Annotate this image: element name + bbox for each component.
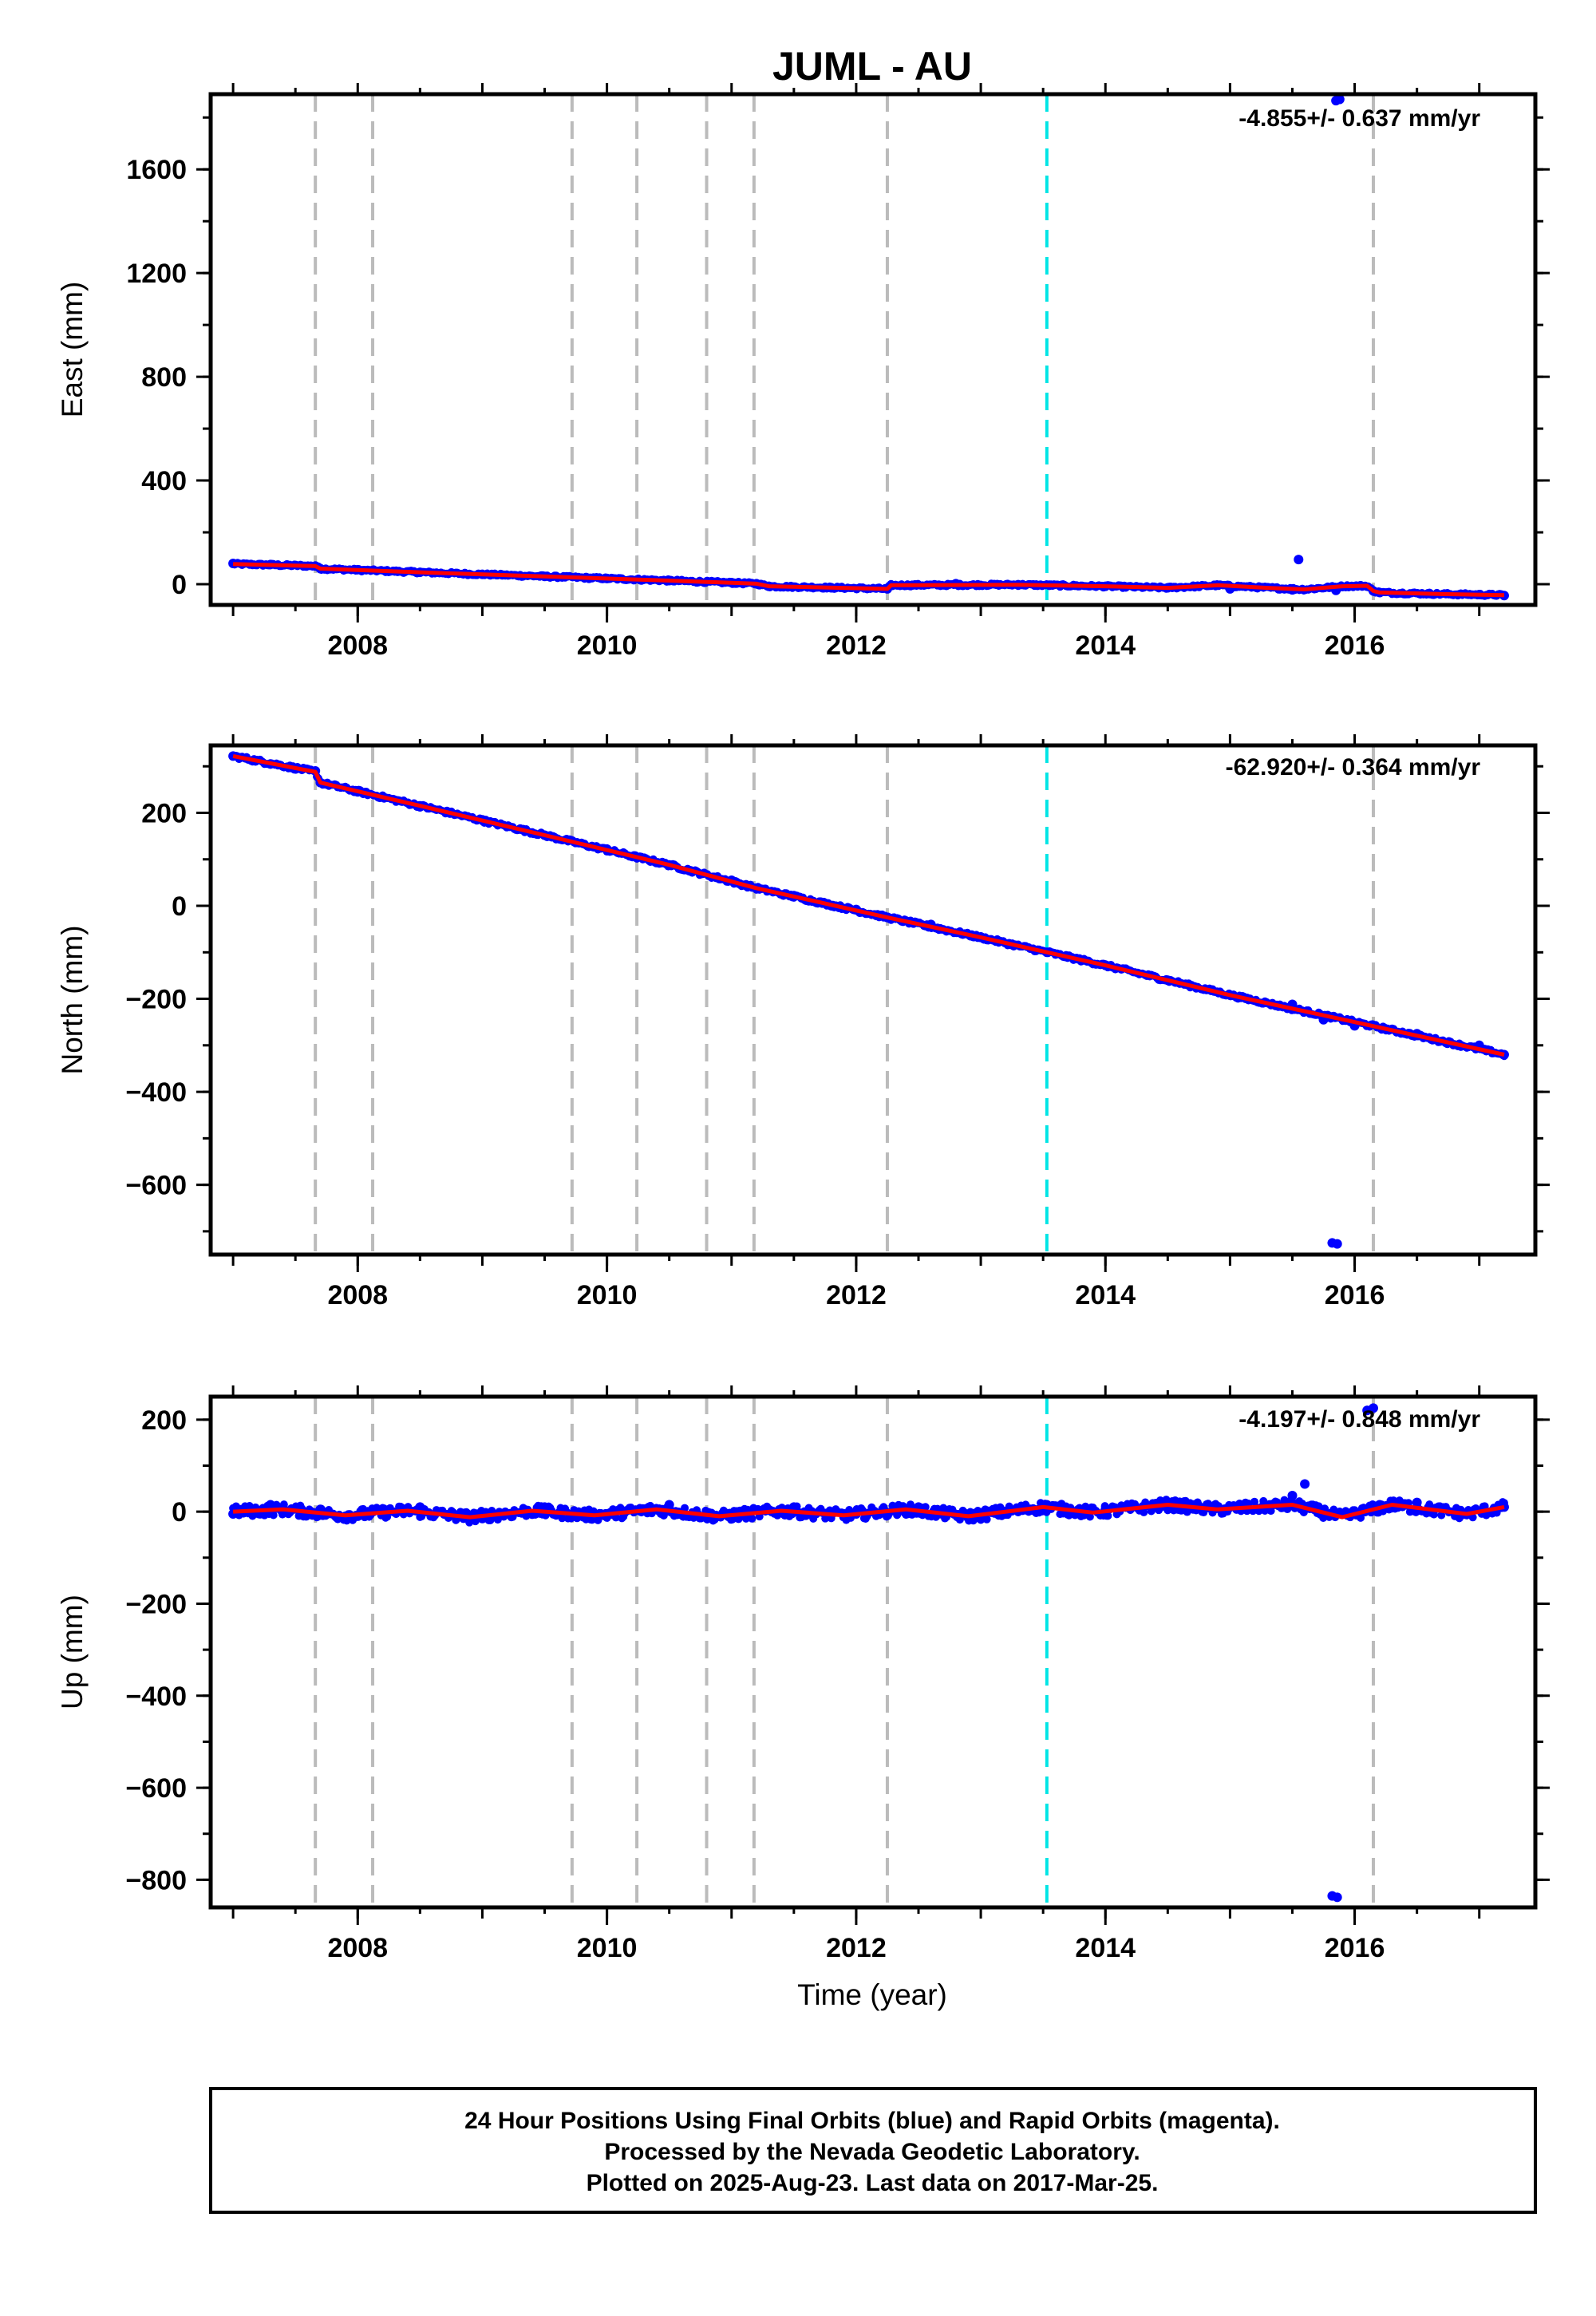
panel-up-model-line [232,1503,1505,1520]
panel-up-xlabel: Time (year) [797,1978,947,2011]
panel-north-rate-label: -62.920+/- 0.364 mm/yr [1226,754,1481,781]
panel-north-x-tick-label: 2008 [327,1280,388,1310]
panel-north-ylabel: North (mm) [56,925,89,1074]
panel-east-y-tick-label: 400 [141,466,187,496]
panel-east-y-tick-label: 1600 [126,155,187,185]
panel-up-plot-area [228,1397,1509,1907]
panel-north-x-tick-label: 2016 [1325,1280,1385,1310]
panel-east-plot-area [228,94,1509,605]
panel-east-y-axis: 0 400 800 1200 1600 [126,116,1550,600]
panel-up: Up (mm) Time (year) 2008 2010 2012 2014 2016… [56,1385,1550,2011]
panel-east-model-line [233,562,1505,598]
panel-north-x-tick-label: 2014 [1075,1280,1136,1310]
panel-north-point-28 [1332,1239,1342,1249]
panel-east-point-29 [1294,555,1304,565]
panel-north-x-tick-label: 2012 [826,1280,887,1310]
panel-north-x-tick-label: 2010 [577,1280,638,1310]
panel-east: East (mm) 2008 2010 2012 2014 2016 0 400 800 120… [56,83,1550,661]
panel-east-x-tick-label: 2012 [826,630,887,661]
panel-east-x-tick-label: 2010 [577,630,638,661]
panel-up-y-tick-label: −600 [125,1773,187,1804]
panel-up-y-tick-label: 200 [141,1405,187,1436]
panel-north-y-tick-label: −600 [125,1171,187,1201]
panel-up-y-tick-label: −200 [125,1589,187,1619]
footer-line-1: 24 Hour Positions Using Final Orbits (bl… [464,2108,1280,2134]
panel-up-x-tick-label: 2012 [826,1933,887,1963]
panel-up-x-axis: 2008 2010 2012 2014 2016 [231,1385,1481,1963]
panel-up-y-tick-label: −400 [125,1682,187,1712]
panel-north-y-tick-label: 0 [172,891,187,922]
panel-north: North (mm) 2008 2010 2012 2014 2016−600−400−… [56,734,1550,1310]
panel-up-frame [208,1394,1538,1910]
panel-up-x-tick-label: 2008 [327,1933,388,1963]
panel-up-point-19 [1300,1479,1310,1489]
panel-east-point-31 [1334,94,1345,105]
panel-up-ylabel: Up (mm) [56,1595,89,1709]
panel-up-x-tick-label: 2014 [1075,1933,1136,1963]
panel-east-rate-label: -4.855+/- 0.637 mm/yr [1238,105,1480,132]
panel-east-y-tick-label: 800 [141,362,187,393]
footer-box: 24 Hour Positions Using Final Orbits (bl… [209,2087,1537,2214]
panel-up-y-tick-label: 0 [172,1497,187,1528]
panel-up-point-28 [1368,1403,1378,1413]
panel-north-y-tick-label: −400 [125,1077,187,1108]
panel-north-y-tick-label: 200 [141,798,187,828]
panel-east-frame [208,92,1538,607]
panel-east-y-tick-label: 0 [172,570,187,600]
panel-up-x-tick-label: 2016 [1325,1933,1385,1963]
panel-up-x-tick-label: 2010 [577,1933,638,1963]
panel-east-y-tick-label: 1200 [126,259,187,289]
panel-up-y-tick-label: −800 [125,1865,187,1895]
panel-north-plot-area [228,745,1509,1255]
panel-north-x-axis: 2008 2010 2012 2014 2016 [231,734,1481,1310]
panel-east-ylabel: East (mm) [56,282,89,418]
panel-east-x-tick-label: 2014 [1075,630,1136,661]
panel-north-y-axis: −600 −400 −200 0 200 [125,765,1550,1233]
panel-north-model-line [232,753,1505,1057]
panel-up-y-axis: −800 −600 −400 −200 0 200 [125,1405,1550,1895]
footer-line-3: Plotted on 2025-Aug-23. Last data on 201… [587,2170,1159,2196]
panel-up-point-26 [1332,1892,1342,1903]
figure-title: JUML - AU [772,44,972,89]
panel-north-y-tick-label: −200 [125,985,187,1015]
panel-east-x-axis: 2008 2010 2012 2014 2016 [231,83,1481,661]
footer-line-2: Processed by the Nevada Geodetic Laborat… [604,2139,1140,2165]
panel-east-x-tick-label: 2016 [1325,630,1385,661]
panel-east-x-tick-label: 2008 [327,630,388,661]
panel-up-rate-label: -4.197+/- 0.848 mm/yr [1238,1406,1480,1433]
footer-frame [209,2087,1537,2214]
